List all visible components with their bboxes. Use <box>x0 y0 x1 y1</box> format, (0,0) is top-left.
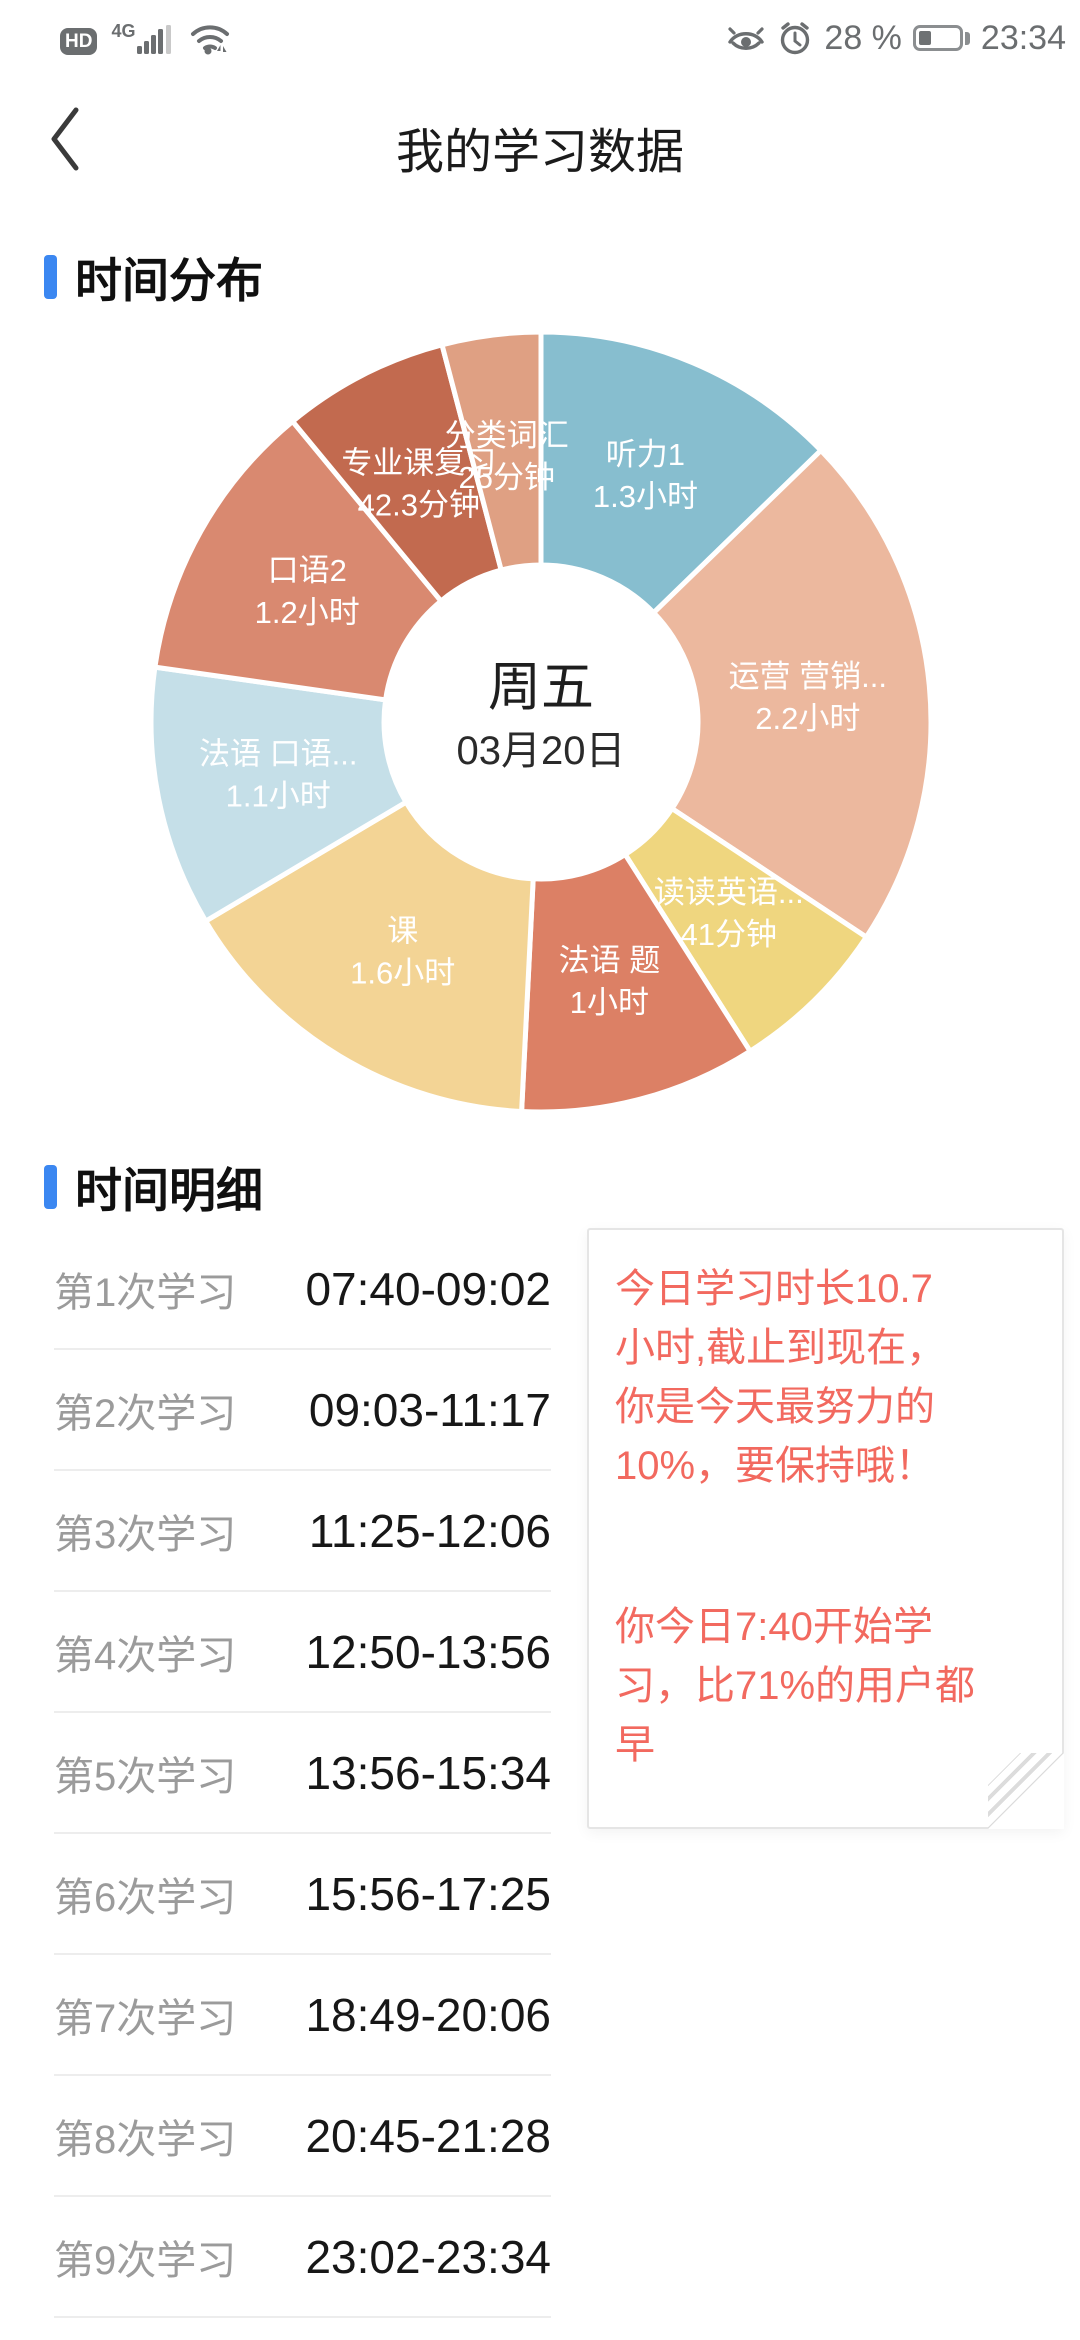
session-label: 第9次学习 <box>54 2238 237 2283</box>
section-bullet-icon <box>44 1164 57 1209</box>
battery-percent: 28 % <box>824 18 902 57</box>
signal-bars-icon: 4G <box>111 21 175 55</box>
session-label: 第3次学习 <box>54 1512 237 1557</box>
section-title: 时间分布 <box>75 254 263 307</box>
session-time: 12:50-13:56 <box>305 1625 551 1678</box>
session-label: 第1次学习 <box>54 1270 237 1315</box>
pie-segment-label: 听力1 1.3小时 <box>593 437 698 514</box>
summary-note-card: 今日学习时长10.7 小时,截止到现在， 你是今天最努力的 10%，要保持哦！ 你今日… <box>587 1228 1064 1829</box>
section-bullet-icon <box>44 254 57 299</box>
donut-center-label: 周五 03月20日 <box>341 656 741 778</box>
note-line: 早 <box>615 1723 655 1767</box>
note-line: 你今日7:40开始学 <box>615 1605 933 1649</box>
pie-segment[interactable] <box>651 447 934 940</box>
note-line: 今日学习时长10.7 <box>615 1267 933 1311</box>
status-bar-left: HD 4G <box>60 21 231 55</box>
note-line: 习，比71%的用户都 <box>615 1664 976 1708</box>
pie-segment-label: 运营 营销... 2.2小时 <box>729 659 887 736</box>
session-label: 第4次学习 <box>54 1633 237 1678</box>
note-line: 你是今天最努力的 <box>615 1385 935 1429</box>
section-title: 时间明细 <box>75 1164 263 1217</box>
eye-comfort-icon <box>726 23 766 53</box>
page-title: 我的学习数据 <box>395 126 684 179</box>
status-bar-right: 28 % 23:34 <box>726 19 1066 58</box>
session-time: 20:45-21:28 <box>305 2109 551 2162</box>
session-row: 第5次学习 13:56-15:34 <box>54 1713 551 1834</box>
battery-icon <box>912 25 970 51</box>
pie-segment-label: 口语2 1.2小时 <box>255 553 360 630</box>
status-bar: HD 4G <box>0 0 1080 70</box>
pie-segment[interactable] <box>538 329 824 616</box>
back-button[interactable] <box>44 104 84 174</box>
status-clock: 23:34 <box>980 18 1066 57</box>
session-time: 11:25-12:06 <box>308 1504 551 1557</box>
alarm-clock-icon <box>777 20 813 56</box>
session-row: 第6次学习 15:56-17:25 <box>54 1834 551 1955</box>
back-chevron-icon <box>51 107 79 171</box>
session-label: 第5次学习 <box>54 1754 237 1799</box>
wifi-icon <box>189 21 231 55</box>
hd-icon: HD <box>60 28 98 55</box>
session-row: 第7次学习 18:49-20:06 <box>54 1955 551 2076</box>
note-line: 10%，要保持哦！ <box>615 1444 936 1488</box>
section-time-distribution: 时间分布 <box>44 242 263 311</box>
session-time: 13:56-15:34 <box>305 1746 551 1799</box>
session-label: 第7次学习 <box>54 1996 237 2041</box>
pie-segment-label: 读读英语... 41分钟 <box>654 875 804 952</box>
session-row: 第8次学习 20:45-21:28 <box>54 2076 551 2197</box>
pie-segment-label: 法语 题 1小时 <box>559 943 661 1020</box>
pie-segment[interactable] <box>439 329 544 573</box>
battery-fill <box>918 31 932 45</box>
note-paragraph-2: 你今日7:40开始学 习，比71%的用户都早 <box>615 1598 1036 1775</box>
pie-segment[interactable] <box>152 418 444 703</box>
section-time-detail: 时间明细 <box>44 1152 263 1221</box>
pie-segment-label: 专业课复习 42.3分钟 <box>341 446 496 523</box>
center-date: 03月20日 <box>456 729 626 773</box>
center-weekday: 周五 <box>488 658 594 717</box>
pie-segment[interactable] <box>148 664 409 924</box>
session-time: 15:56-17:25 <box>305 1867 551 1920</box>
session-label: 第8次学习 <box>54 2117 237 2162</box>
note-line: 小时,截止到现在， <box>615 1326 947 1370</box>
session-row: 第4次学习 12:50-13:56 <box>54 1592 551 1713</box>
pie-segment[interactable] <box>203 799 536 1114</box>
pie-segment-label: 课 1.6小时 <box>350 914 455 991</box>
session-label: 第6次学习 <box>54 1875 237 1920</box>
session-time: 09:03-11:17 <box>308 1383 551 1436</box>
pie-segment-label: 法语 口语... 1.1小时 <box>199 737 357 814</box>
session-time: 23:02-23:34 <box>305 2230 551 2283</box>
pie-segment-label: 分类词汇 25分钟 <box>445 418 569 495</box>
session-row: 第3次学习 11:25-12:06 <box>54 1471 551 1592</box>
session-label: 第2次学习 <box>54 1391 237 1436</box>
session-time: 07:40-09:02 <box>305 1262 551 1315</box>
session-time: 18:49-20:06 <box>305 1988 551 2041</box>
pie-segment[interactable] <box>519 852 753 1115</box>
page-fold-icon <box>988 1753 1064 1829</box>
session-row: 第2次学习 09:03-11:17 <box>54 1350 551 1471</box>
note-paragraph-1: 今日学习时长10.7 小时,截止到现在， 你是今天最努力的 10%，要保持哦！ <box>615 1260 1036 1496</box>
session-row: 第9次学习 23:02-23:34 <box>54 2197 551 2318</box>
session-row: 第1次学习 07:40-09:02 <box>54 1229 551 1350</box>
session-list: 第1次学习 07:40-09:02 第2次学习 09:03-11:17 第3次学习 11:… <box>54 1229 551 2318</box>
